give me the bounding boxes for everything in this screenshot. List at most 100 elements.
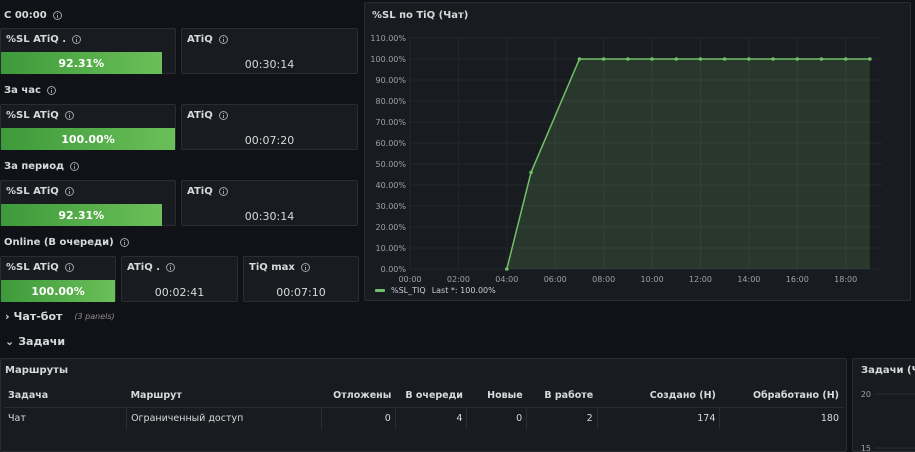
atiq-value: 00:07:20 xyxy=(244,134,295,147)
y-tick-label: 0.00% xyxy=(381,265,407,274)
data-point xyxy=(747,57,751,61)
panel-title: ATiQ xyxy=(187,110,213,121)
section-title-per-period: За период xyxy=(4,161,80,172)
column-header[interactable]: Отложены xyxy=(333,390,392,402)
x-tick-label: 12:00 xyxy=(689,275,712,284)
data-point xyxy=(674,57,679,61)
info-icon[interactable] xyxy=(119,238,129,247)
legend-series-label: %SL_TIQ xyxy=(391,286,426,295)
column-header[interactable]: Обработано (Н) xyxy=(752,390,839,402)
stat-panel-sl-per-period: %SL ATiQ 92.31% xyxy=(0,180,176,226)
stat-panel-tiq-max-online: TiQ max 00:07:10 xyxy=(243,256,359,302)
y-tick-label: 70.00% xyxy=(375,118,406,127)
table-cell: 2 xyxy=(526,406,598,429)
x-tick-label: 00:00 xyxy=(398,275,421,284)
chart-legend[interactable]: %SL_TIQ Last *: 100.00% xyxy=(375,286,496,295)
y-tick-label: 90.00% xyxy=(375,76,406,85)
row-chatbot[interactable]: › Чат-бот (3 panels) xyxy=(5,310,115,323)
info-icon[interactable] xyxy=(218,187,228,196)
tasks-chart-panel: Задачи (Чат 20 15 xyxy=(852,358,915,452)
tasks-y-tick: 15 xyxy=(861,444,871,452)
area-chart[interactable]: 0.00% 10.00% 20.00% 30.00% 40.00% 50.00% 60.00… xyxy=(365,3,912,302)
stat-panel-sl-per-hour: %SL ATiQ 100.00% xyxy=(0,104,176,150)
column-header[interactable]: Задача xyxy=(8,390,49,402)
info-icon[interactable] xyxy=(64,263,74,272)
x-tick-label: 06:00 xyxy=(544,275,567,284)
table-row: Чат Ограниченный доступ 0 4 0 2 174 180 xyxy=(4,406,843,429)
row-tasks[interactable]: ⌄ Задачи xyxy=(5,335,66,348)
column-header[interactable]: Новые xyxy=(487,390,523,402)
x-tick-label: 02:00 xyxy=(447,275,470,284)
stat-panel-atiq-per-hour: ATiQ 00:07:20 xyxy=(181,104,358,150)
info-icon[interactable] xyxy=(166,263,175,272)
column-header[interactable]: В работе xyxy=(544,390,594,402)
column-header[interactable]: В очереди xyxy=(405,390,463,402)
y-tick-label: 110.00% xyxy=(370,34,406,43)
table-cell: 174 xyxy=(596,406,720,429)
column-header[interactable]: Создано (Н) xyxy=(649,390,716,402)
panel-title: %SL ATiQ xyxy=(6,262,59,273)
x-tick-label: 16:00 xyxy=(786,275,809,284)
y-tick-label: 50.00% xyxy=(375,160,406,169)
info-icon[interactable] xyxy=(218,35,228,44)
section-title-online: Online (В очереди) xyxy=(4,237,129,248)
data-point xyxy=(771,57,775,61)
x-tick-label: 08:00 xyxy=(592,275,615,284)
atiq-value: 00:30:14 xyxy=(244,210,295,223)
panel-title: %SL ATiQ xyxy=(6,110,59,121)
data-point xyxy=(577,57,582,61)
info-icon[interactable] xyxy=(70,162,80,171)
data-point xyxy=(601,57,606,61)
panel-title: ATiQ . xyxy=(127,262,160,273)
data-point xyxy=(795,57,800,61)
data-point xyxy=(698,57,703,61)
data-point xyxy=(626,57,630,61)
panel-title: TiQ max xyxy=(249,262,295,273)
tiq-max-value: 00:07:10 xyxy=(276,286,326,299)
stat-panel-atiq-per-period: ATiQ 00:30:14 xyxy=(181,180,358,226)
y-tick-label: 30.00% xyxy=(375,202,406,211)
info-icon[interactable] xyxy=(218,111,228,120)
table-cell: Чат xyxy=(4,406,127,429)
y-tick-label: 80.00% xyxy=(375,97,406,106)
info-icon[interactable] xyxy=(52,11,62,20)
stat-panel-sl-online: %SL ATiQ 100.00% xyxy=(0,256,116,302)
data-point xyxy=(650,57,654,61)
x-tick-label: 10:00 xyxy=(641,275,664,284)
sl-gauge-bar: 100.00% xyxy=(1,280,115,302)
x-tick-label: 14:00 xyxy=(737,275,760,284)
info-icon[interactable] xyxy=(64,187,74,196)
y-tick-label: 40.00% xyxy=(375,181,406,190)
table-cell: 0 xyxy=(320,406,396,429)
y-tick-label: 20.00% xyxy=(375,223,406,232)
info-icon[interactable] xyxy=(72,35,82,44)
tasks-panel-title: Задачи (Чат xyxy=(861,365,915,376)
sl-gauge-bar: 100.00% xyxy=(1,128,175,150)
stat-panel-sl-since-midnight: %SL ATiQ . 92.31% xyxy=(0,28,176,74)
sl-by-tiq-chart-panel: %SL по TiQ (Чат) 0.00% 10.00% 20.00% 30.00%… xyxy=(364,2,911,301)
table-cell: Ограниченный доступ xyxy=(126,406,322,429)
panel-title: ATiQ xyxy=(187,186,213,197)
chevron-right-icon: › xyxy=(5,310,10,323)
info-icon[interactable] xyxy=(46,86,56,95)
table-header-row: Задача Маршрут Отложены В очереди Новые … xyxy=(4,385,843,407)
sl-gauge-bar: 92.31% xyxy=(1,204,162,226)
data-point xyxy=(868,57,872,61)
panel-title: %SL ATiQ . xyxy=(6,34,67,45)
table-cell: 4 xyxy=(394,406,467,429)
atiq-value: 00:02:41 xyxy=(154,286,205,299)
tasks-y-tick: 20 xyxy=(861,390,871,399)
section-title-since-midnight: С 00:00 xyxy=(4,10,62,21)
info-icon[interactable] xyxy=(64,111,74,120)
chart-title: %SL по TiQ (Чат) xyxy=(372,10,469,21)
data-point xyxy=(529,170,533,175)
column-header[interactable]: Маршрут xyxy=(130,390,182,402)
routes-panel-title: Маршруты xyxy=(5,365,68,376)
stat-panel-atiq-since-midnight: ATiQ 00:30:14 xyxy=(181,28,358,74)
tasks-chart[interactable]: 20 15 xyxy=(853,359,915,452)
table-cell: 0 xyxy=(466,406,527,429)
y-tick-label: 60.00% xyxy=(375,139,406,148)
legend-swatch xyxy=(375,289,385,292)
panel-title: %SL ATiQ xyxy=(6,186,59,197)
info-icon[interactable] xyxy=(300,263,310,272)
